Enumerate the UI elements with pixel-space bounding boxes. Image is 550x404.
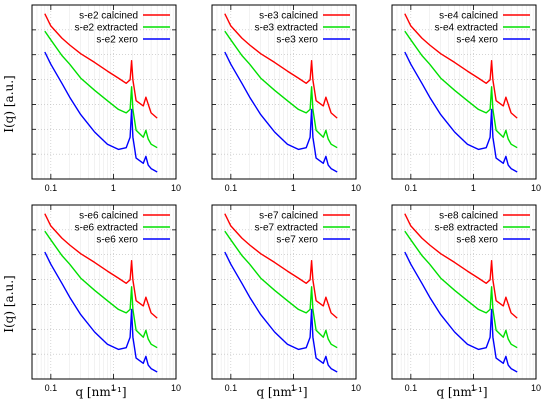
x-tick-label: 10 [171, 383, 181, 393]
legend-label: s-e3 extracted [255, 23, 318, 34]
x-tick-label: 0.1 [405, 383, 418, 393]
x-tick-label: 10 [171, 183, 181, 193]
plot-frame [391, 204, 537, 380]
series-line [404, 251, 518, 373]
grid [32, 205, 176, 379]
legend-label: s-e4 calcined [439, 11, 498, 22]
legend-label: s-e6 extracted [75, 223, 138, 234]
x-tick-label: 1 [111, 183, 116, 193]
legend-label: s-e8 extracted [435, 223, 498, 234]
series-line [224, 51, 338, 173]
series-line [44, 51, 158, 173]
series-line [224, 13, 338, 119]
series-line [224, 251, 338, 373]
plot-frame [391, 4, 537, 180]
legend-label: s-e4 extracted [435, 23, 498, 34]
x-tick-label: 0.1 [45, 183, 58, 193]
plot-frame [31, 4, 177, 180]
legend-label: s-e2 xero [96, 35, 138, 46]
series-line [44, 251, 158, 373]
x-tick-label: 0.1 [225, 383, 238, 393]
legend-label: s-e7 xero [276, 235, 318, 246]
x-axis-title-middle: q [nm⁻¹] [256, 385, 307, 399]
grid [392, 205, 536, 379]
legend-label: s-e8 xero [456, 235, 498, 246]
legend-label: s-e3 calcined [259, 11, 318, 22]
series-line [44, 230, 158, 349]
plot-frame [211, 204, 357, 380]
series-line [404, 30, 518, 149]
grid [212, 205, 356, 379]
series-line [224, 230, 338, 349]
series-line [404, 213, 518, 319]
x-tick-label: 10 [531, 183, 541, 193]
x-axis-title-left: q [nm⁻¹] [75, 385, 126, 399]
series-line [404, 13, 518, 119]
grid [392, 5, 536, 179]
legend-label: s-e7 calcined [259, 211, 318, 222]
plot-frame [31, 204, 177, 380]
x-tick-label: 1 [111, 383, 116, 393]
legend-label: s-e2 calcined [79, 11, 138, 22]
series-line [404, 230, 518, 349]
plot-frame [211, 4, 357, 180]
series-line [224, 30, 338, 149]
legend-label: s-e6 xero [96, 235, 138, 246]
x-tick-label: 1 [471, 183, 476, 193]
legend-label: s-e2 extracted [75, 23, 138, 34]
series-line [44, 13, 158, 119]
legend-label: s-e3 xero [276, 35, 318, 46]
legend-label: s-e6 calcined [79, 211, 138, 222]
legend-label: s-e8 calcined [439, 211, 498, 222]
x-tick-label: 1 [291, 383, 296, 393]
series-line [44, 213, 158, 319]
x-tick-label: 1 [471, 383, 476, 393]
legend-label: s-e7 extracted [255, 223, 318, 234]
series-line [404, 51, 518, 173]
x-tick-label: 10 [531, 383, 541, 393]
series-line [44, 30, 158, 149]
series-line [224, 213, 338, 319]
y-axis-title-top: I(q) [a.u.] [2, 75, 16, 132]
x-axis-title-right: q [nm⁻¹] [436, 385, 487, 399]
x-tick-label: 10 [351, 383, 361, 393]
legend-label: s-e4 xero [456, 35, 498, 46]
x-tick-label: 1 [291, 183, 296, 193]
grid [212, 5, 356, 179]
x-tick-label: 0.1 [225, 183, 238, 193]
y-axis-title-bottom: I(q) [a.u.] [2, 275, 16, 332]
x-tick-label: 0.1 [45, 383, 58, 393]
x-tick-label: 0.1 [405, 183, 418, 193]
x-tick-label: 10 [351, 183, 361, 193]
